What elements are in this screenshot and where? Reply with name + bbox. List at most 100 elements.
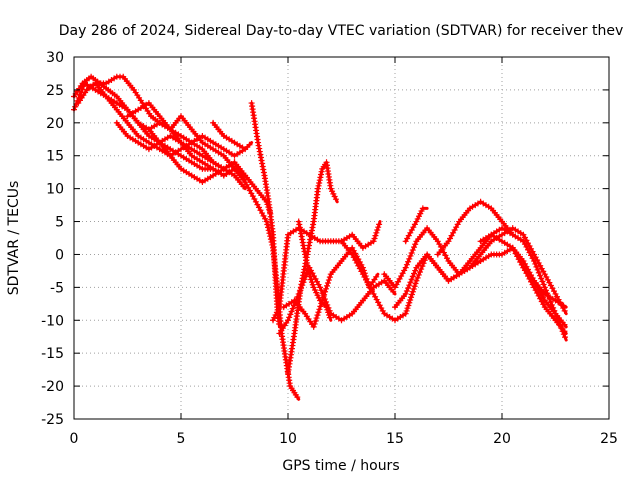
data-point-marker (411, 270, 418, 277)
data-point-marker (409, 288, 416, 295)
data-point-marker (310, 323, 317, 330)
data-point-marker (540, 281, 547, 288)
data-point-marker (558, 325, 565, 332)
data-point-marker (305, 265, 312, 272)
data-point-marker (268, 239, 275, 246)
y-tick-label: 10 (46, 182, 64, 198)
data-point-marker (298, 285, 305, 292)
data-point-marker (311, 320, 318, 327)
data-point-marker (304, 262, 311, 269)
series-track-12 (270, 220, 383, 324)
data-point-marker (325, 277, 332, 284)
x-tick-label: 25 (600, 431, 618, 447)
data-point-marker (301, 276, 308, 283)
data-point-marker (411, 283, 418, 290)
data-point-marker (313, 289, 320, 296)
data-point-marker (316, 306, 323, 313)
y-tick-label: 30 (46, 50, 64, 66)
data-point-marker (285, 317, 291, 324)
data-point-marker (560, 331, 567, 338)
data-point-marker (406, 255, 413, 262)
data-point-marker (239, 144, 246, 151)
data-point-marker (559, 328, 566, 335)
data-point-marker (531, 258, 538, 265)
data-point-marker (265, 224, 272, 231)
data-point-marker (402, 290, 409, 297)
data-point-marker (414, 215, 421, 222)
y-tick-label: 0 (55, 247, 64, 263)
data-point-marker (414, 274, 421, 281)
data-point-marker (263, 218, 270, 225)
data-point-marker (326, 274, 333, 281)
data-point-marker (415, 271, 422, 278)
data-point-marker (415, 213, 422, 220)
y-tick-label: -25 (41, 412, 64, 428)
data-point-marker (289, 305, 296, 312)
data-point-marker (305, 268, 312, 275)
data-point-marker (413, 218, 420, 225)
data-point-marker (419, 205, 426, 212)
data-point-marker (409, 273, 416, 280)
data-point-marker (303, 259, 310, 266)
data-point-marker (537, 272, 544, 279)
series-track-7 (145, 113, 274, 217)
data-point-marker (533, 263, 540, 270)
data-point-marker (271, 314, 278, 321)
y-tick-label: -10 (41, 313, 64, 329)
x-tick-label: 15 (386, 431, 404, 447)
data-point-marker (308, 279, 315, 286)
data-series (71, 73, 569, 401)
data-point-marker (418, 208, 425, 215)
data-point-marker (265, 227, 272, 234)
data-point-marker (412, 267, 419, 274)
data-point-marker (302, 254, 309, 261)
y-tick-label: 15 (46, 149, 64, 165)
data-point-marker (269, 241, 276, 248)
data-point-marker (266, 230, 273, 237)
data-point-marker (507, 229, 514, 236)
data-point-marker (373, 229, 380, 236)
data-point-marker (317, 174, 324, 181)
data-point-marker (373, 273, 380, 280)
data-point-marker (325, 309, 332, 316)
x-tick-label: 0 (70, 431, 79, 447)
data-point-marker (418, 266, 425, 273)
y-tick-label: 5 (55, 215, 64, 231)
data-point-marker (306, 271, 313, 278)
data-point-marker (317, 284, 324, 291)
series-track-19 (402, 205, 429, 245)
data-point-marker (538, 275, 545, 282)
data-point-marker (403, 307, 410, 314)
data-point-marker (316, 177, 323, 184)
data-point-marker (322, 288, 329, 295)
data-point-marker (72, 103, 79, 110)
data-point-marker (404, 305, 411, 312)
data-point-marker (375, 224, 382, 231)
data-point-marker (310, 284, 317, 291)
y-tick-label: -20 (41, 379, 64, 395)
data-point-marker (376, 221, 383, 228)
data-point-marker (408, 276, 415, 283)
data-point-marker (317, 303, 324, 310)
data-point-marker (416, 269, 423, 276)
data-point-marker (405, 258, 412, 265)
data-point-marker (562, 334, 569, 341)
data-point-marker (324, 279, 331, 286)
data-point-marker (294, 293, 301, 300)
data-point-marker (403, 288, 410, 295)
data-point-marker (412, 280, 419, 287)
data-point-marker (324, 306, 331, 313)
data-point-marker (264, 221, 271, 228)
data-point-marker (302, 251, 309, 258)
x-tick-label: 20 (493, 431, 511, 447)
data-point-marker (370, 238, 377, 245)
data-point-marker (312, 318, 319, 325)
data-point-marker (286, 314, 293, 321)
data-point-marker (294, 394, 301, 401)
y-tick-label: -15 (41, 346, 64, 362)
data-point-marker (270, 317, 277, 324)
x-axis-label: GPS time / hours (282, 458, 399, 474)
series-track-8 (210, 119, 247, 151)
data-point-marker (331, 193, 338, 200)
series-track-6 (124, 100, 247, 191)
